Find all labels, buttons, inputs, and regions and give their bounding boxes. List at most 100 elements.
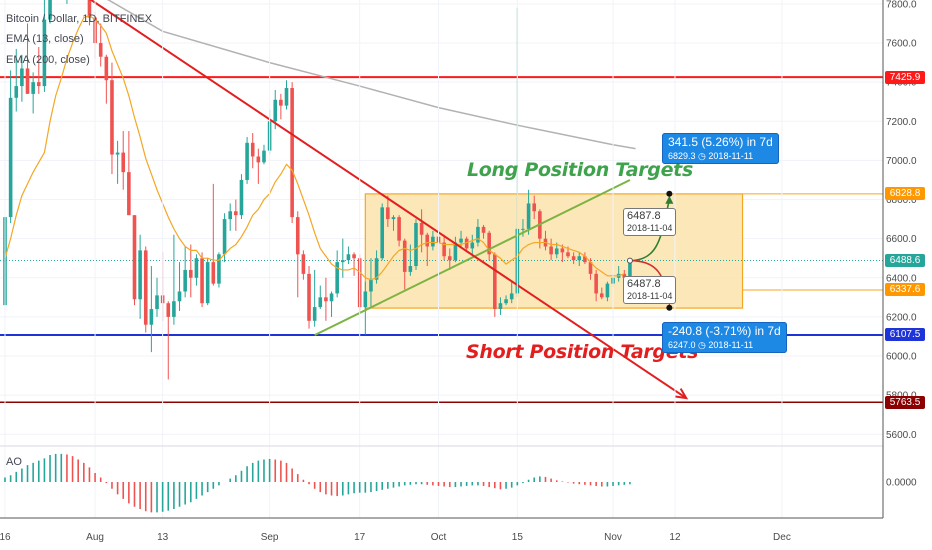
- candle-body: [284, 88, 289, 106]
- candle-body: [397, 217, 401, 241]
- candle-body: [295, 217, 300, 255]
- x-tick-label: Nov: [604, 532, 622, 543]
- long-trendline: [314, 179, 631, 336]
- long-target-dot: [666, 190, 673, 197]
- long-entry-date: 2018-11-04: [627, 223, 673, 233]
- candle-body: [447, 256, 452, 261]
- candle-body: [188, 269, 193, 278]
- candle-body: [138, 250, 142, 300]
- long-entry-label: 6487.8 2018-11-04: [623, 208, 677, 236]
- candle-body: [526, 203, 531, 229]
- candle-body: [498, 303, 503, 310]
- candle-body: [166, 303, 171, 317]
- candle-body: [222, 219, 227, 255]
- candle-body: [183, 269, 187, 292]
- long-target-label: 341.5 (5.26%) in 7d 6829.3 ◷ 2018-11-11: [662, 133, 779, 164]
- short-entry-price: 6487.8: [627, 278, 661, 290]
- candle-body: [127, 172, 131, 216]
- candle-body: [98, 43, 103, 57]
- short-target-dot: [666, 304, 673, 311]
- short-position-title: Short Position Targets: [466, 341, 699, 363]
- candle-body: [628, 260, 632, 278]
- ema200-legend[interactable]: EMA (200, close): [6, 54, 90, 66]
- candle-body: [504, 299, 508, 304]
- long-forecast-arrowhead: [665, 195, 674, 204]
- price-tag: 6337.6: [885, 283, 925, 297]
- y-tick-label: 7200.0: [886, 117, 917, 128]
- candle-body: [290, 88, 294, 218]
- y-tick-label: 7600.0: [886, 39, 917, 50]
- price-tag: 7425.9: [885, 70, 925, 84]
- y-tick-label: 6000.0: [886, 352, 917, 363]
- y-tick-label: 6400.0: [886, 273, 917, 284]
- candle-body: [121, 152, 126, 173]
- candle-body: [335, 262, 339, 294]
- candle-body: [374, 258, 379, 280]
- candle-body: [363, 291, 368, 308]
- long-target-detail: 6829.3 ◷ 2018-11-11: [668, 150, 773, 162]
- symbol-legend[interactable]: Bitcoin / Dollar, 1D, BITFINEX: [6, 13, 153, 25]
- long-target-price: 6829.3: [668, 151, 696, 161]
- price-tag: 5763.5: [885, 395, 925, 409]
- candle-body: [239, 179, 244, 216]
- candle-body: [566, 252, 570, 257]
- candle-body: [346, 254, 351, 261]
- price-tag: 6107.5: [885, 328, 925, 342]
- price-tag: 6828.8: [885, 187, 925, 201]
- candle-body: [36, 82, 41, 87]
- candle-body: [391, 217, 396, 220]
- candle-body: [549, 246, 553, 255]
- candle-body: [588, 262, 593, 274]
- candle-body: [31, 82, 35, 94]
- candle-body: [20, 68, 24, 87]
- candle-body: [453, 242, 458, 261]
- candle-body: [352, 254, 356, 259]
- candle-body: [481, 226, 486, 233]
- y-tick-label: 6600.0: [886, 234, 917, 245]
- candle-body: [560, 248, 565, 253]
- candle-body: [172, 301, 176, 317]
- candle-body: [493, 254, 497, 310]
- candle-body: [386, 207, 390, 220]
- entry-dot: [626, 257, 633, 264]
- candle-body: [583, 256, 587, 263]
- candle-body: [329, 293, 334, 302]
- candle-body: [599, 293, 604, 298]
- y-tick-label: 5600.0: [886, 430, 917, 441]
- candle-body: [622, 273, 627, 278]
- candle-body: [132, 215, 137, 300]
- candle-body: [48, 0, 52, 20]
- candle-body: [425, 234, 430, 247]
- candle-body: [245, 142, 249, 180]
- candle-body: [459, 238, 463, 243]
- candle-body: [250, 142, 255, 157]
- candle-body: [532, 203, 537, 212]
- y-tick-label: 7000.0: [886, 156, 917, 167]
- candle-body: [341, 260, 345, 263]
- candle-body: [143, 250, 148, 325]
- long-target-change: 341.5 (5.26%) in 7d: [668, 135, 773, 149]
- candle-body: [42, 19, 47, 87]
- price-tag: 6488.6: [885, 253, 925, 267]
- candle-body: [200, 258, 204, 304]
- candle-body: [273, 99, 278, 122]
- candle-body: [194, 258, 199, 278]
- candle-body: [25, 68, 30, 94]
- candle-body: [279, 99, 283, 106]
- candle-body: [414, 223, 418, 267]
- ema13-legend[interactable]: EMA (13, close): [6, 33, 84, 45]
- main-pane: [0, 0, 883, 435]
- candle-body: [228, 211, 232, 220]
- candle-body: [301, 254, 306, 274]
- ao-legend[interactable]: AO: [6, 456, 22, 468]
- candle-body: [262, 150, 266, 163]
- candle-body: [402, 240, 407, 272]
- candle-body: [431, 236, 435, 247]
- long-position-title: Long Position Targets: [467, 159, 693, 181]
- candle-body: [594, 273, 598, 294]
- clock-icon: ◷: [698, 340, 706, 350]
- candle-body: [217, 254, 221, 284]
- candle-body: [115, 152, 120, 155]
- short-target-change: -240.8 (-3.71%) in 7d: [668, 324, 781, 338]
